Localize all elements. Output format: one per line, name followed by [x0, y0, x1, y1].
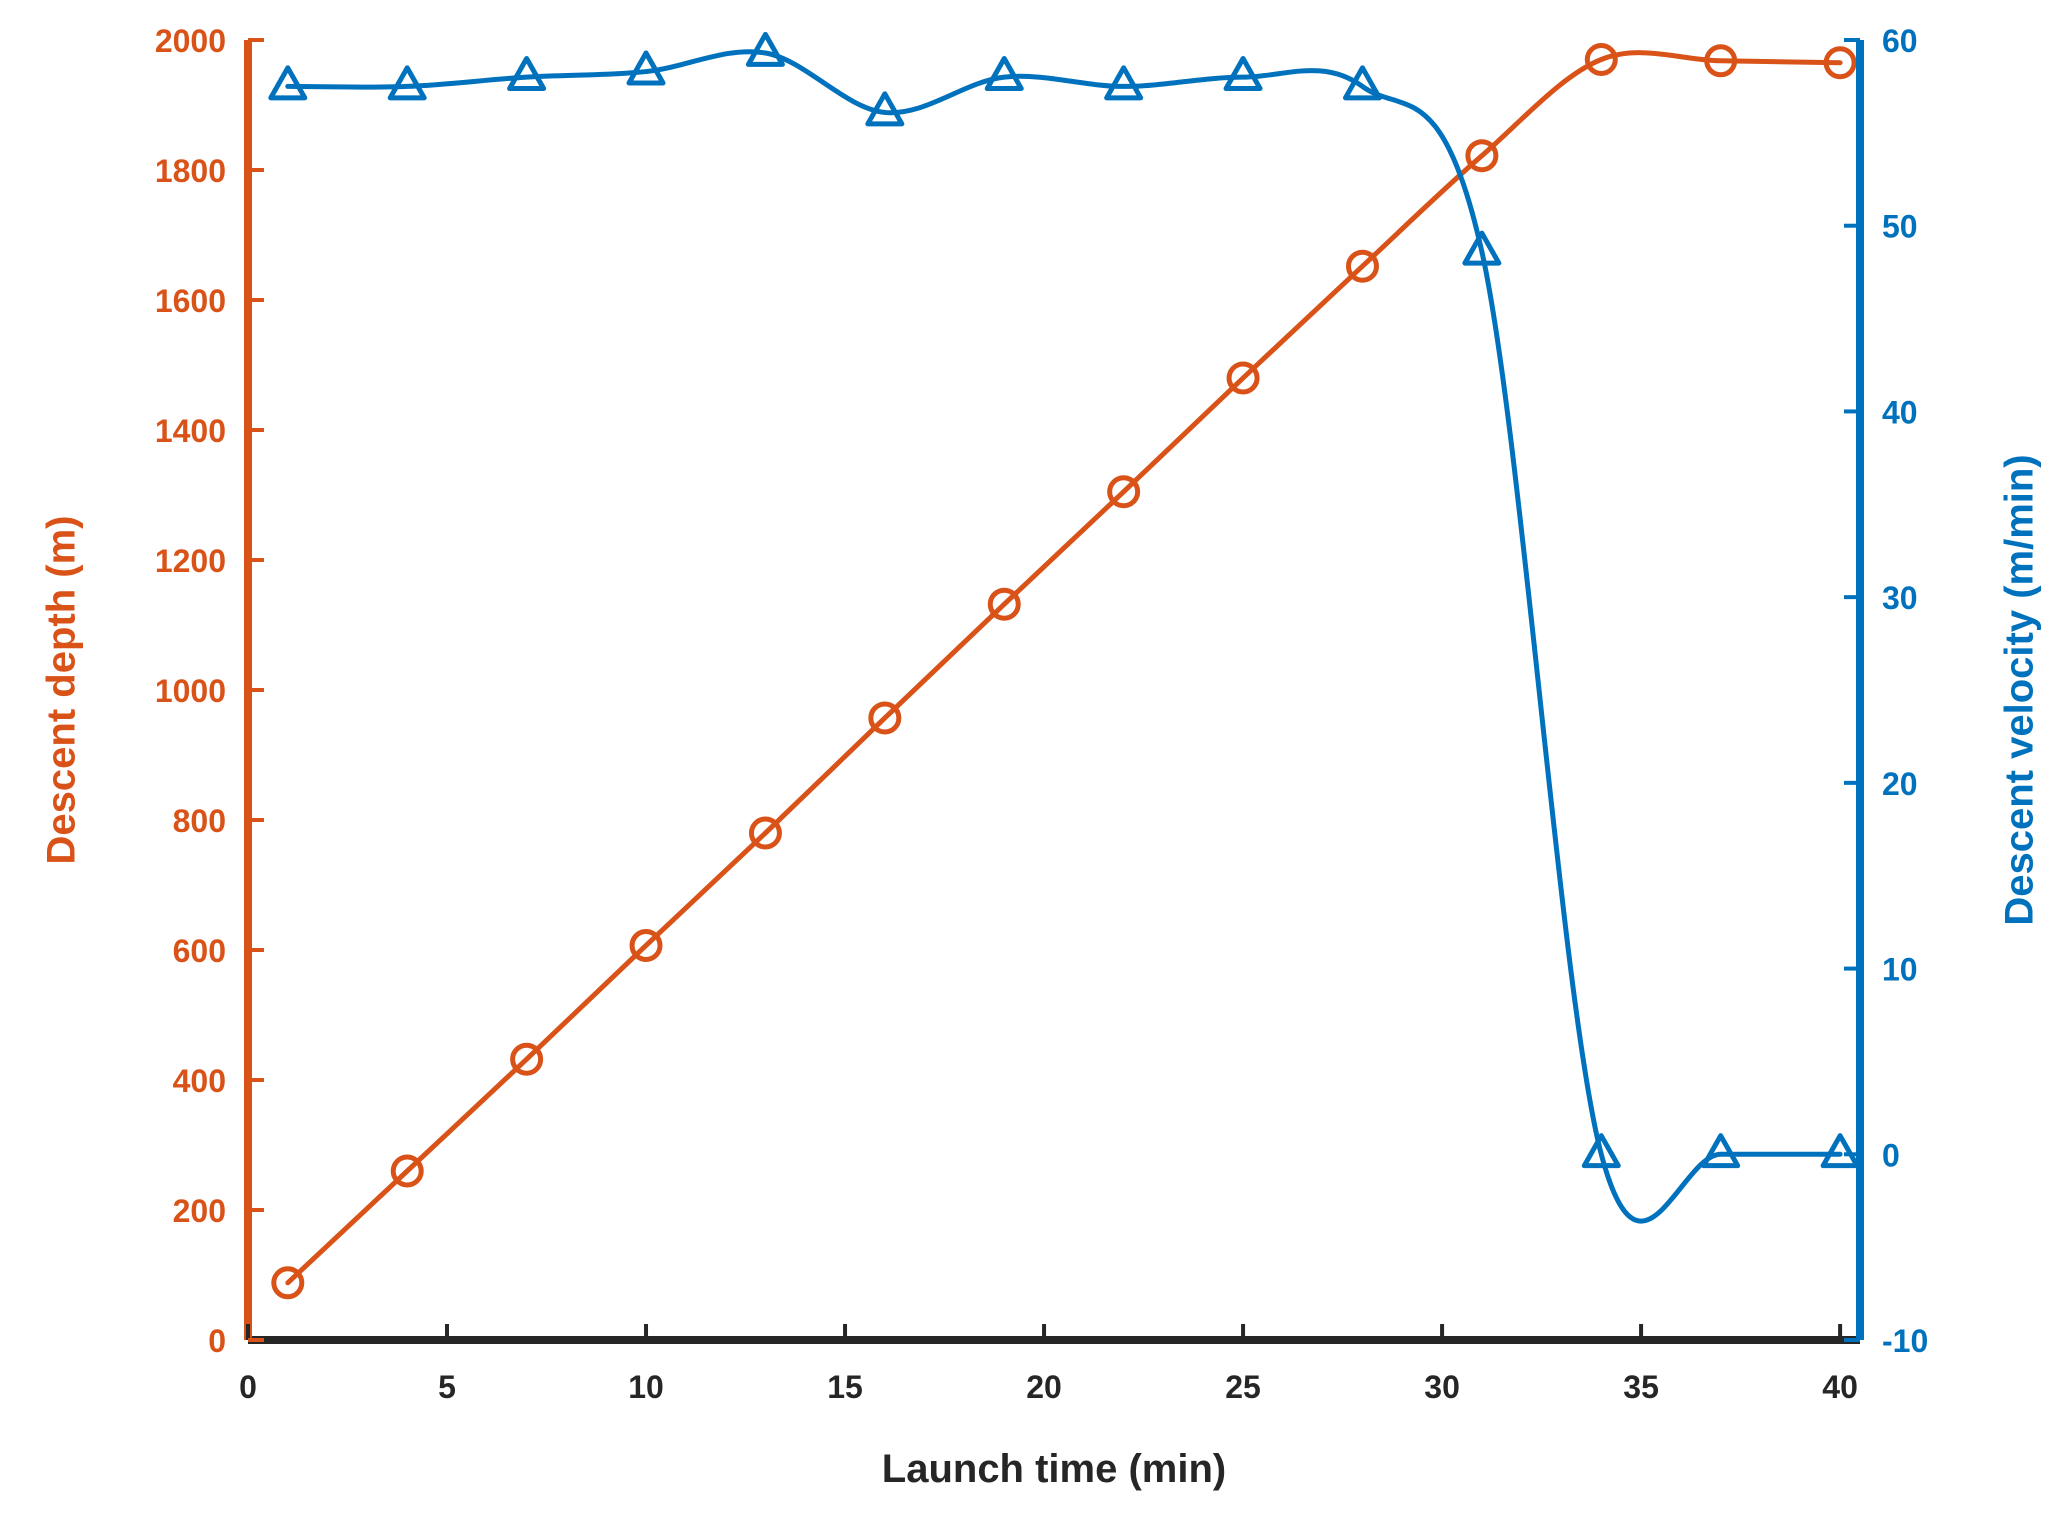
velocity-point-marker [745, 31, 785, 67]
velocity-point-marker [507, 56, 547, 92]
left-axis-title: Descent depth (m) [40, 516, 84, 865]
x-tick-label: 5 [438, 1369, 456, 1405]
depth-point-marker [1584, 43, 1618, 76]
right-y-tick-label: 60 [1882, 23, 1918, 59]
x-tick-label: 30 [1424, 1369, 1460, 1405]
right-y-tick-label: 40 [1882, 394, 1918, 430]
depth-point-marker [868, 701, 902, 735]
series-layer [268, 31, 1860, 1300]
velocity-point-marker [984, 56, 1024, 92]
right-axis-title: Descent velocity (m/min) [1998, 454, 2042, 925]
velocity-point-marker [865, 91, 905, 127]
left-y-tick-label: 1000 [155, 673, 226, 709]
velocity-point-marker [1701, 1133, 1741, 1169]
depth-point-marker [271, 1266, 305, 1300]
velocity-point-marker [1581, 1133, 1621, 1169]
velocity-point-marker [387, 65, 427, 101]
depth-point-marker [1823, 46, 1857, 80]
velocity-point-marker [1462, 230, 1502, 266]
left-y-tick-label: 1800 [155, 153, 226, 189]
left-y-tick-label: 800 [173, 803, 226, 839]
velocity-point-marker [1342, 65, 1382, 101]
left-y-tick-label: 200 [173, 1193, 226, 1229]
depth-point-marker [390, 1154, 424, 1188]
left-y-tick-label: 0 [208, 1323, 226, 1359]
depth-point-marker [1107, 475, 1141, 509]
depth-point-marker [1345, 249, 1379, 283]
left-y-tick-label: 600 [173, 933, 226, 969]
x-tick-label: 15 [827, 1369, 863, 1405]
depth-point-marker [1465, 139, 1499, 173]
velocity-series-line [285, 49, 1843, 1224]
x-axis-title: Launch time (min) [882, 1447, 1226, 1491]
right-y-tick-label: 30 [1882, 580, 1918, 616]
depth-point-marker [510, 1042, 544, 1076]
depth-point-marker [1704, 44, 1738, 78]
velocity-point-marker [1820, 1133, 1860, 1169]
axes-layer [244, 38, 1864, 1344]
x-tick-label: 20 [1026, 1369, 1062, 1405]
x-tick-label: 40 [1822, 1369, 1858, 1405]
x-tick-label: 10 [628, 1369, 664, 1405]
depth-point-marker [629, 928, 663, 962]
depth-point-marker [1226, 361, 1260, 395]
velocity-point-marker [626, 50, 666, 86]
velocity-point-marker [268, 65, 308, 101]
right-y-tick-label: -10 [1882, 1323, 1928, 1359]
depth-point-marker [987, 587, 1021, 621]
depth-point-marker [748, 816, 782, 850]
x-tick-label: 35 [1623, 1369, 1659, 1405]
left-y-tick-label: 1600 [155, 283, 226, 319]
depth-series-line [285, 50, 1843, 1286]
left-y-tick-label: 400 [173, 1063, 226, 1099]
labels-layer: Launch time (min) Descent depth (m) Desc… [40, 23, 2042, 1491]
right-y-tick-label: 50 [1882, 209, 1918, 245]
right-y-tick-label: 20 [1882, 766, 1918, 802]
right-y-tick-label: 10 [1882, 952, 1918, 988]
velocity-point-marker [1223, 56, 1263, 92]
left-y-tick-label: 1200 [155, 543, 226, 579]
right-y-tick-label: 0 [1882, 1137, 1900, 1173]
left-y-tick-label: 2000 [155, 23, 226, 59]
x-tick-label: 0 [239, 1369, 257, 1405]
velocity-point-marker [1104, 65, 1144, 101]
left-y-tick-label: 1400 [155, 413, 226, 449]
x-tick-label: 25 [1225, 1369, 1261, 1405]
